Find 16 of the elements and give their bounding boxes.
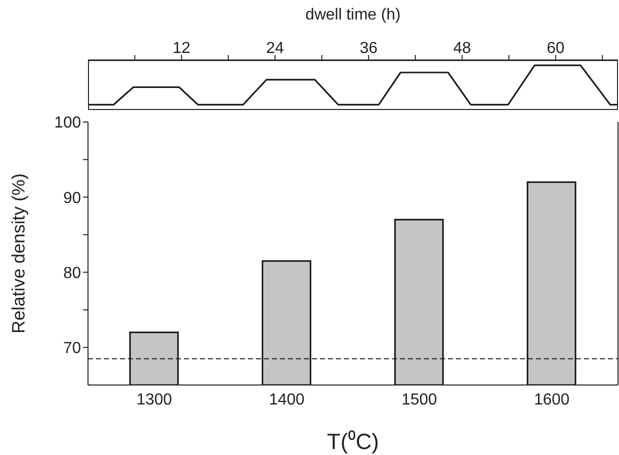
y-tick-label: 90 (63, 190, 82, 207)
y-tick-label: 70 (63, 340, 82, 358)
x-tick-label: 12 (172, 40, 191, 57)
x-tick-label: 1400 (268, 391, 305, 408)
x-axis-title: dwell time (h) (305, 6, 401, 24)
y-tick-label: 80 (63, 264, 82, 282)
x-tick-label: 1600 (534, 391, 570, 408)
x-tick-label: 48 (453, 40, 472, 57)
y-axis-title: Relative density (%) (8, 173, 28, 334)
x-tick-label: 60 (546, 40, 565, 57)
x-tick-label: 36 (360, 40, 378, 57)
x-tick-label: 1500 (401, 391, 438, 408)
x-tick-label: 24 (266, 40, 284, 57)
x-axis-title: T(⁰C) (327, 429, 379, 454)
y-tick-label: 100 (54, 114, 82, 132)
x-tick-label: 1300 (136, 391, 172, 408)
